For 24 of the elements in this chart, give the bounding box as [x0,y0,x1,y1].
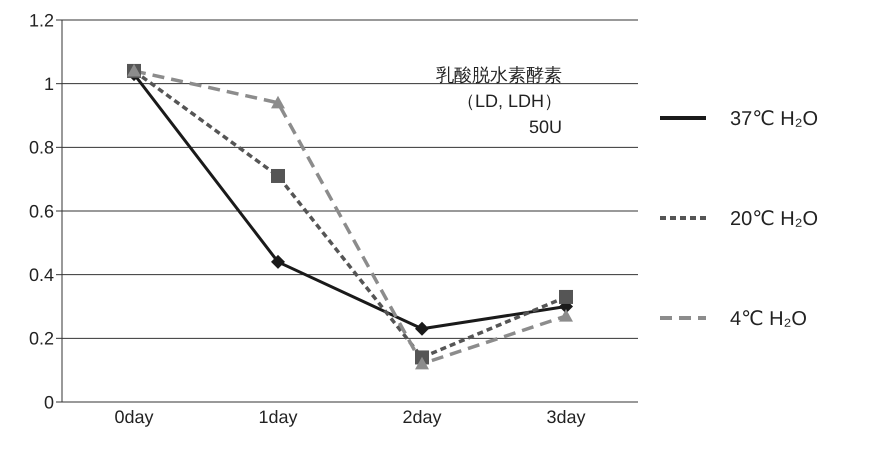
y-tick-label: 0 [44,392,54,412]
point [271,168,285,183]
point [559,309,573,322]
annotation: 乳酸脱水素酵素 [436,65,562,85]
annotation: 50U [528,117,562,137]
legend-label: 37℃ H₂O [730,106,818,130]
legend-label: 4℃ H₂O [730,306,807,330]
x-tick-label: 3day [546,406,586,427]
x-tick-label: 2day [402,406,442,427]
point [415,356,429,370]
point [271,254,285,269]
y-tick-label: 1 [44,74,54,94]
x-tick-label: 0day [114,406,154,427]
point [271,96,285,108]
x-tick-label: 1day [258,406,298,427]
legend-label: 20℃ H₂O [730,206,818,230]
y-tick-label: 0.6 [28,201,54,222]
y-tick-label: 1.2 [28,10,54,30]
y-tick-label: 0.4 [28,265,54,286]
point [415,322,429,336]
y-tick-label: 0.2 [28,328,54,349]
annotation: （LD, LDH） [456,91,562,111]
point [559,290,573,304]
y-tick-label: 0.8 [28,138,54,158]
